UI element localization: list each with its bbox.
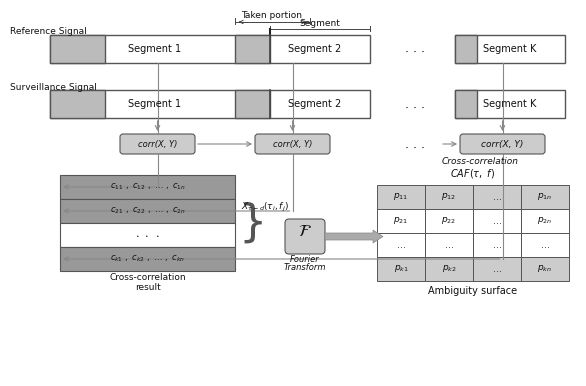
Text: $CAF(\tau,\ f)$: $CAF(\tau,\ f)$ <box>451 166 496 179</box>
Bar <box>377 233 425 257</box>
Text: $\ldots$: $\ldots$ <box>492 193 502 201</box>
Bar <box>50 35 105 63</box>
Bar <box>50 35 370 63</box>
Text: $\ldots$: $\ldots$ <box>396 240 406 249</box>
Bar <box>60 247 235 271</box>
Text: $p_{k1}$: $p_{k1}$ <box>394 264 408 274</box>
Bar <box>521 233 569 257</box>
Text: corr(X, Y): corr(X, Y) <box>273 139 312 149</box>
FancyBboxPatch shape <box>120 134 195 154</box>
Text: $c_{k1}\ ,\ c_{k2}\ ,\ \ldots\ ,\ c_{kn}$: $c_{k1}\ ,\ c_{k2}\ ,\ \ldots\ ,\ c_{kn}… <box>110 254 185 264</box>
Text: . . .: . . . <box>405 42 425 56</box>
Text: Surveillance Signal: Surveillance Signal <box>10 83 97 91</box>
Text: $p_{kn}$: $p_{kn}$ <box>537 264 553 274</box>
Bar <box>455 35 477 63</box>
Bar <box>521 209 569 233</box>
Text: $c_{21}\ ,\ c_{22}\ ,\ \ldots\ ,\ c_{2n}$: $c_{21}\ ,\ c_{22}\ ,\ \ldots\ ,\ c_{2n}… <box>110 206 185 216</box>
Text: Ambiguity surface: Ambiguity surface <box>428 286 517 296</box>
Bar <box>50 90 370 118</box>
Text: $\ldots$: $\ldots$ <box>444 240 454 249</box>
Text: Taken portion: Taken portion <box>241 10 302 20</box>
Bar <box>521 257 569 281</box>
Text: Cross-correlation: Cross-correlation <box>441 157 519 166</box>
Text: Cross-correlation: Cross-correlation <box>109 274 186 283</box>
Text: $p_{11}$: $p_{11}$ <box>393 191 408 203</box>
Bar <box>235 90 270 118</box>
FancyBboxPatch shape <box>460 134 545 154</box>
Text: $c_{11}\ ,\ c_{12}\ ,\ \ldots\ ,\ c_{1n}$: $c_{11}\ ,\ c_{12}\ ,\ \ldots\ ,\ c_{1n}… <box>110 182 185 192</box>
Text: Fourier: Fourier <box>290 254 320 264</box>
Bar <box>455 35 565 63</box>
FancyArrow shape <box>325 230 383 243</box>
Bar <box>473 185 521 209</box>
Text: $\cdot\ \cdot\ \cdot$: $\cdot\ \cdot\ \cdot$ <box>135 230 160 240</box>
Bar <box>60 199 235 223</box>
Text: $p_{21}$: $p_{21}$ <box>393 215 408 227</box>
Text: . . .: . . . <box>405 98 425 110</box>
Text: $p_{1n}$: $p_{1n}$ <box>537 191 553 203</box>
Bar <box>521 185 569 209</box>
Bar <box>473 257 521 281</box>
Bar <box>425 185 473 209</box>
Text: $\ldots$: $\ldots$ <box>492 240 502 249</box>
FancyBboxPatch shape <box>255 134 330 154</box>
Text: }: } <box>238 201 267 244</box>
Text: Segment 1: Segment 1 <box>128 44 182 54</box>
Text: Segment 2: Segment 2 <box>288 99 342 109</box>
Text: Segment K: Segment K <box>483 44 537 54</box>
Bar <box>377 185 425 209</box>
Text: $p_{22}$: $p_{22}$ <box>441 215 456 227</box>
Text: $p_{2n}$: $p_{2n}$ <box>537 215 553 227</box>
Bar <box>455 90 565 118</box>
Text: $\ldots$: $\ldots$ <box>492 264 502 274</box>
Bar <box>377 257 425 281</box>
Bar <box>235 35 270 63</box>
Text: Segment: Segment <box>299 20 340 29</box>
Bar <box>60 223 235 247</box>
Bar <box>455 90 477 118</box>
Text: $X_{\tau-d}(\tau_i,f_j)$: $X_{\tau-d}(\tau_i,f_j)$ <box>241 200 289 213</box>
Bar <box>425 257 473 281</box>
Text: $p_{12}$: $p_{12}$ <box>441 191 456 203</box>
FancyBboxPatch shape <box>285 219 325 254</box>
Text: $\ldots$: $\ldots$ <box>492 217 502 225</box>
Bar <box>377 209 425 233</box>
Text: result: result <box>135 283 161 291</box>
Text: corr(X, Y): corr(X, Y) <box>138 139 177 149</box>
Text: $\mathcal{F}$: $\mathcal{F}$ <box>298 222 312 240</box>
Bar <box>425 209 473 233</box>
Bar <box>60 175 235 199</box>
Bar <box>50 90 105 118</box>
Text: corr(X, Y): corr(X, Y) <box>481 139 524 149</box>
Text: Segment K: Segment K <box>483 99 537 109</box>
Bar <box>473 233 521 257</box>
Text: $p_{k2}$: $p_{k2}$ <box>442 264 456 274</box>
Text: Transform: Transform <box>284 262 326 271</box>
Text: Segment 1: Segment 1 <box>128 99 182 109</box>
Bar <box>425 233 473 257</box>
Text: Segment 2: Segment 2 <box>288 44 342 54</box>
Bar <box>473 209 521 233</box>
Text: . . .: . . . <box>405 137 425 151</box>
Text: Reference Signal: Reference Signal <box>10 27 87 37</box>
Text: $\ldots$: $\ldots$ <box>540 240 550 249</box>
